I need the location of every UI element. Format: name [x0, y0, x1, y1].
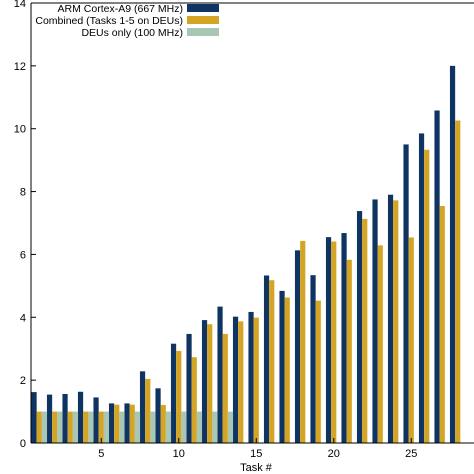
bar-series-1: [310, 275, 316, 443]
bar-series-3: [165, 411, 172, 443]
bar-series-1: [139, 371, 146, 443]
bar-series-2: [408, 237, 414, 443]
bar-series-3: [212, 411, 218, 443]
bar-series-2: [315, 300, 321, 443]
bar-series-1: [279, 290, 285, 443]
bar-series-1: [372, 199, 378, 443]
bar-series-1: [186, 333, 192, 443]
bar-series-2: [222, 333, 228, 443]
bar-series-3: [88, 411, 94, 443]
y-tick-label: 0: [20, 438, 26, 450]
legend-label: Combined (Tasks 1-5 on DEUs): [35, 15, 183, 27]
bar-series-1: [449, 65, 456, 444]
bar-series-1: [263, 275, 270, 443]
bar-series-1: [201, 320, 208, 443]
bar-series-2: [253, 317, 259, 443]
bar-series-3: [57, 411, 63, 443]
bar-series-2: [191, 357, 197, 443]
bar-series-1: [46, 394, 53, 443]
bar-series-1: [325, 237, 332, 443]
y-tick-label: 10: [14, 124, 26, 136]
bar-series-3: [196, 411, 203, 443]
bar-series-1: [62, 393, 68, 443]
bar-series-1: [387, 194, 394, 443]
bar-series-1: [294, 250, 301, 443]
bar-series-1: [217, 306, 223, 443]
y-tick-label: 2: [20, 375, 26, 387]
y-tick-label: 6: [20, 249, 26, 261]
bar-series-3: [119, 411, 125, 443]
bar-series-2: [207, 324, 213, 443]
bar-series-2: [36, 411, 42, 443]
bar-series-1: [31, 392, 37, 443]
bar-series-3: [103, 411, 110, 443]
bar-series-1: [93, 397, 99, 443]
bar-series-2: [269, 280, 275, 443]
y-tick-label: 4: [20, 312, 26, 324]
bar-series-2: [300, 240, 306, 443]
y-tick-label: 14: [14, 0, 26, 10]
x-tick-label: 25: [405, 448, 417, 460]
bar-series-2: [176, 350, 182, 443]
bar-series-1: [356, 211, 363, 443]
x-tick-label: 20: [328, 448, 340, 460]
x-tick-label: 10: [173, 448, 185, 460]
bar-series-3: [150, 411, 156, 443]
bar-series-2: [424, 149, 430, 443]
bar-series-2: [346, 259, 352, 443]
bar-series-3: [227, 411, 234, 443]
bar-series-2: [160, 404, 166, 443]
bar-series-2: [455, 120, 461, 443]
bar-series-1: [155, 388, 161, 443]
bar-series-1: [248, 311, 254, 443]
bar-series-1: [170, 343, 177, 443]
bar-series-1: [124, 403, 130, 443]
bar-series-2: [238, 321, 244, 443]
bar-series-2: [284, 297, 290, 443]
bar-series-1: [108, 403, 115, 443]
legend-label: ARM Cortex-A9 (667 MHz): [58, 3, 183, 15]
y-tick-label: 8: [20, 187, 26, 199]
bar-series-3: [72, 411, 79, 443]
x-tick-label: 5: [98, 448, 104, 460]
bar-series-2: [98, 411, 104, 443]
bar-series-1: [434, 110, 440, 444]
bar-series-2: [52, 411, 58, 443]
legend-swatch: [187, 4, 219, 12]
legend-swatch: [187, 28, 219, 36]
bar-series-3: [41, 411, 48, 443]
bar-series-1: [418, 133, 425, 443]
x-axis-title: Task #: [240, 462, 273, 474]
bar-series-3: [181, 411, 187, 443]
bar-series-3: [134, 411, 141, 443]
bar-series-1: [232, 316, 239, 443]
bar-series-1: [341, 233, 347, 443]
bar-series-1: [77, 391, 84, 443]
bar-series-1: [403, 144, 409, 443]
x-tick-label: 15: [250, 448, 262, 460]
bar-series-2: [377, 245, 383, 443]
bar-series-2: [114, 404, 120, 443]
bar-series-2: [439, 206, 445, 443]
bar-series-2: [67, 411, 73, 443]
bars: [31, 65, 461, 444]
legend: ARM Cortex-A9 (667 MHz)Combined (Tasks 1…: [35, 3, 219, 39]
legend-label: DEUs only (100 MHz): [81, 27, 183, 39]
bar-series-2: [145, 378, 151, 443]
bar-series-2: [393, 200, 399, 443]
y-tick-label: 12: [14, 61, 26, 73]
legend-swatch: [187, 16, 219, 24]
bar-series-2: [331, 241, 337, 443]
bar-series-2: [83, 411, 89, 443]
bar-series-2: [129, 404, 135, 443]
bar-series-2: [362, 218, 368, 443]
axes: 0 2 4 6 8 10 12 14 5 10 15 20 25: [14, 0, 474, 460]
